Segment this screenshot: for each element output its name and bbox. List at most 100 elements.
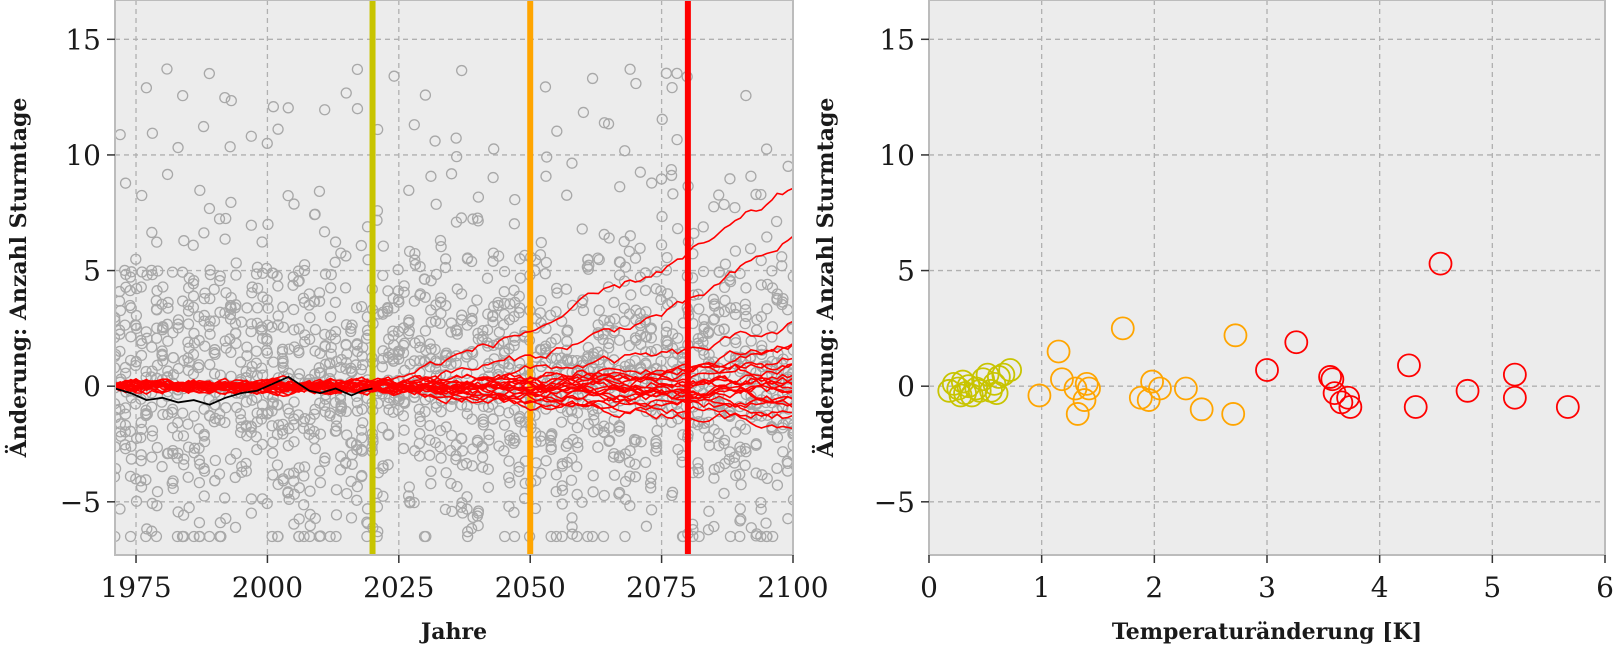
scatter-point-gray — [241, 350, 253, 362]
scatter-point-gray — [719, 258, 732, 270]
scatter-point-gray — [340, 250, 352, 262]
scatter-point-gray — [146, 268, 158, 281]
scatter-point-gray — [513, 461, 525, 473]
scatter-point-gray — [429, 135, 441, 147]
scatter-point-gray — [236, 466, 248, 478]
scatter-point-gray — [319, 339, 331, 352]
scatter-point-gray — [503, 471, 515, 484]
scatter-point-gray — [146, 341, 158, 353]
scatter-point-2080 — [1284, 330, 1309, 355]
scatter-point-gray — [240, 457, 252, 470]
scatter-point-gray — [157, 281, 169, 293]
scatter-point-gray — [576, 496, 588, 508]
scatter-point-gray — [397, 339, 410, 352]
scatter-point-gray — [766, 265, 778, 277]
scatter-point-gray — [640, 520, 653, 532]
scatter-point-gray — [146, 425, 159, 437]
scatter-point-gray — [119, 408, 132, 420]
scatter-point-gray — [125, 440, 137, 452]
scatter-point-gray — [455, 399, 468, 411]
scatter-point-gray — [503, 407, 515, 419]
left-frame — [114, 0, 794, 556]
right-xtick-label: 1 — [1033, 571, 1051, 604]
scatter-point-gray — [445, 358, 457, 370]
scatter-point-gray — [187, 348, 200, 361]
scatter-point-gray — [240, 396, 252, 408]
scatter-point-gray — [788, 418, 793, 431]
scatter-point-gray — [571, 421, 583, 434]
left-ytick-label: 10 — [65, 139, 101, 172]
scatter-point-gray — [451, 328, 463, 340]
scatter-point-gray — [755, 496, 767, 509]
scatter-point-gray — [229, 302, 241, 314]
scatter-point-gray — [634, 329, 647, 341]
scatter-point-2020 — [984, 381, 1009, 406]
scatter-point-2080 — [1255, 358, 1279, 382]
scatter-point-gray — [723, 274, 736, 286]
scatter-point-gray — [414, 341, 426, 353]
scatter-point-gray — [214, 414, 226, 426]
scatter-point-gray — [213, 468, 226, 480]
scatter-point-gray — [592, 441, 604, 453]
scatter-point-gray — [266, 530, 278, 543]
scatter-point-gray — [272, 123, 284, 135]
scatter-point-gray — [309, 208, 321, 220]
scatter-point-gray — [193, 476, 206, 489]
scatter-point-gray — [508, 218, 521, 230]
scatter-point-gray — [702, 431, 715, 444]
scatter-point-gray — [692, 288, 704, 300]
scatter-point-2080 — [1318, 365, 1342, 389]
scatter-point-gray — [597, 530, 610, 543]
scatter-point-gray — [182, 471, 194, 483]
scatter-point-gray — [550, 469, 562, 481]
scatter-point-gray — [115, 471, 121, 483]
scatter-point-gray — [561, 189, 573, 201]
scatter-point-gray — [508, 506, 520, 519]
right-xtick-label: 3 — [1258, 571, 1276, 604]
scatter-point-gray — [351, 63, 364, 76]
scatter-point-gray — [740, 310, 752, 323]
scatter-point-gray — [152, 265, 164, 277]
scatter-point-gray — [298, 264, 311, 277]
scatter-point-gray — [325, 269, 337, 281]
scatter-point-gray — [345, 325, 357, 338]
scatter-point-gray — [203, 67, 215, 80]
scatter-point-gray — [245, 130, 257, 142]
scatter-point-gray — [435, 452, 447, 464]
scatter-point-gray — [225, 346, 237, 359]
scatter-point-gray — [146, 226, 158, 239]
scatter-point-gray — [187, 301, 200, 314]
scatter-point-gray — [482, 361, 494, 374]
scatter-point-2050 — [1074, 371, 1099, 396]
scatter-point-gray — [435, 395, 448, 407]
scatter-point-gray — [209, 454, 221, 467]
scatter-point-gray — [414, 289, 426, 302]
scatter-point-gray — [230, 269, 242, 281]
scatter-point-gray — [140, 326, 152, 338]
scatter-point-gray — [623, 245, 635, 258]
scatter-point-gray — [351, 494, 363, 506]
scatter-point-gray — [760, 143, 773, 155]
left-xtick-label: 2100 — [757, 571, 828, 604]
scatter-point-gray — [240, 465, 252, 477]
scatter-point-gray — [398, 397, 411, 409]
scatter-point-gray — [267, 447, 279, 459]
scatter-point-gray — [314, 476, 327, 489]
right-y-axis-label: Änderung: Anzahl Sturmtage — [811, 98, 839, 459]
scatter-point-gray — [618, 235, 630, 248]
scatter-point-gray — [477, 442, 489, 454]
scatter-point-gray — [603, 435, 615, 447]
scatter-point-gray — [602, 118, 615, 130]
scatter-point-gray — [392, 264, 404, 276]
scatter-point-gray — [272, 530, 284, 543]
scatter-point-gray — [572, 441, 584, 454]
scatter-point-gray — [425, 170, 437, 182]
scatter-point-gray — [718, 305, 731, 318]
scatter-point-gray — [619, 530, 631, 543]
scatter-point-gray — [703, 505, 715, 517]
scatter-point-gray — [729, 245, 742, 257]
scatter-point-gray — [204, 264, 216, 276]
scatter-point-gray — [734, 503, 746, 515]
scatter-point-gray — [777, 446, 789, 458]
scatter-point-gray — [419, 89, 432, 101]
